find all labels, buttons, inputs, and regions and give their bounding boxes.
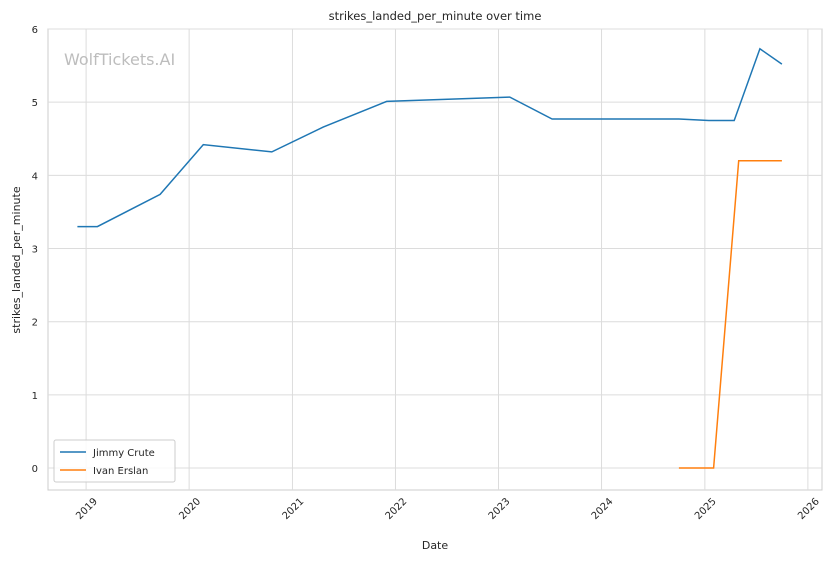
legend-label-jimmy-crute: Jimmy Crute (92, 448, 155, 459)
x-tick-label: 2025 (693, 496, 719, 522)
y-tick-label: 5 (32, 98, 38, 109)
x-tick-label: 2019 (74, 496, 100, 522)
legend-box (53, 439, 176, 483)
y-tick-label: 0 (32, 464, 38, 475)
y-tick-label: 3 (32, 245, 38, 256)
x-axis-ticks: 2019 2020 2021 2022 2023 2024 2025 2026 (74, 496, 822, 522)
plot-area (47, 28, 823, 491)
grid (48, 28, 822, 490)
series-lines (77, 47, 783, 469)
y-axis-ticks: 0 1 2 3 4 5 6 (32, 25, 38, 475)
y-tick-label: 2 (32, 318, 38, 329)
x-tick-label: 2021 (281, 496, 307, 522)
x-tick-label: 2020 (177, 496, 203, 522)
y-tick-label: 6 (32, 25, 38, 36)
legend-label-ivan-erslan: Ivan Erslan (93, 466, 148, 477)
x-axis-label: Date (422, 539, 449, 552)
x-tick-label: 2022 (384, 496, 410, 522)
legend: Jimmy Crute Ivan Erslan (53, 439, 176, 483)
series-line-ivan-erslan (678, 159, 782, 469)
y-axis-label: strikes_landed_per_minute (10, 186, 23, 333)
plot-background (47, 28, 823, 491)
series-line-jimmy-crute (77, 47, 783, 228)
y-tick-label: 4 (32, 171, 38, 182)
watermark-text: WolfTickets.AI (64, 50, 175, 69)
y-tick-label: 1 (32, 391, 38, 402)
x-tick-label: 2024 (590, 496, 616, 522)
x-tick-label: 2023 (487, 496, 513, 522)
chart-title: strikes_landed_per_minute over time (329, 9, 542, 23)
x-tick-label: 2026 (796, 496, 822, 522)
